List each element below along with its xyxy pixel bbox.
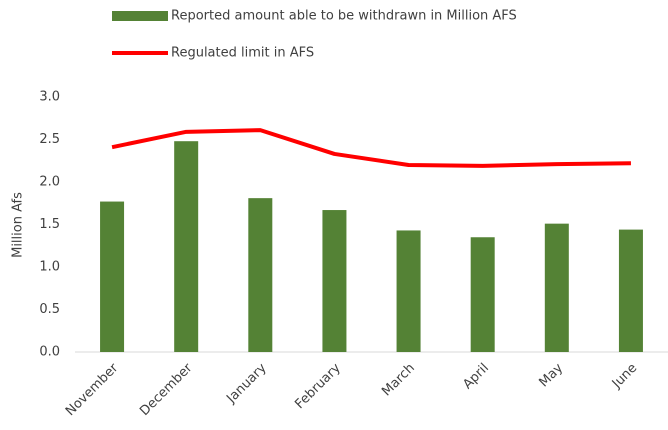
y-axis-title: Million Afs [11,192,26,258]
x-tick-label: March [379,361,418,400]
bar [470,237,495,352]
legend-swatch [112,11,168,21]
y-tick-label: 1.0 [39,260,60,275]
y-tick-label: 2.5 [39,132,60,147]
x-tick-label: December [137,360,196,419]
x-tick-label: February [292,360,344,412]
bar [100,201,125,352]
x-tick-label: November [63,360,122,419]
bar [174,141,199,352]
bar [248,198,273,352]
legend-label: Reported amount able to be withdrawn in … [171,9,517,24]
x-tick-label: January [223,360,269,406]
bar [618,229,643,352]
bar [322,210,347,352]
y-tick-label: 0.0 [39,345,60,360]
x-tick-label: May [536,360,566,390]
bar [544,223,569,352]
bar [396,230,421,352]
line [111,128,631,168]
legend-label: Regulated limit in AFS [171,46,314,61]
y-tick-label: 0.5 [39,302,60,317]
x-tick-label: June [609,361,640,392]
y-tick-label: 1.5 [39,217,60,232]
y-tick-label: 2.0 [39,175,60,190]
x-tick-label: April [460,361,492,393]
y-tick-label: 3.0 [39,90,60,105]
